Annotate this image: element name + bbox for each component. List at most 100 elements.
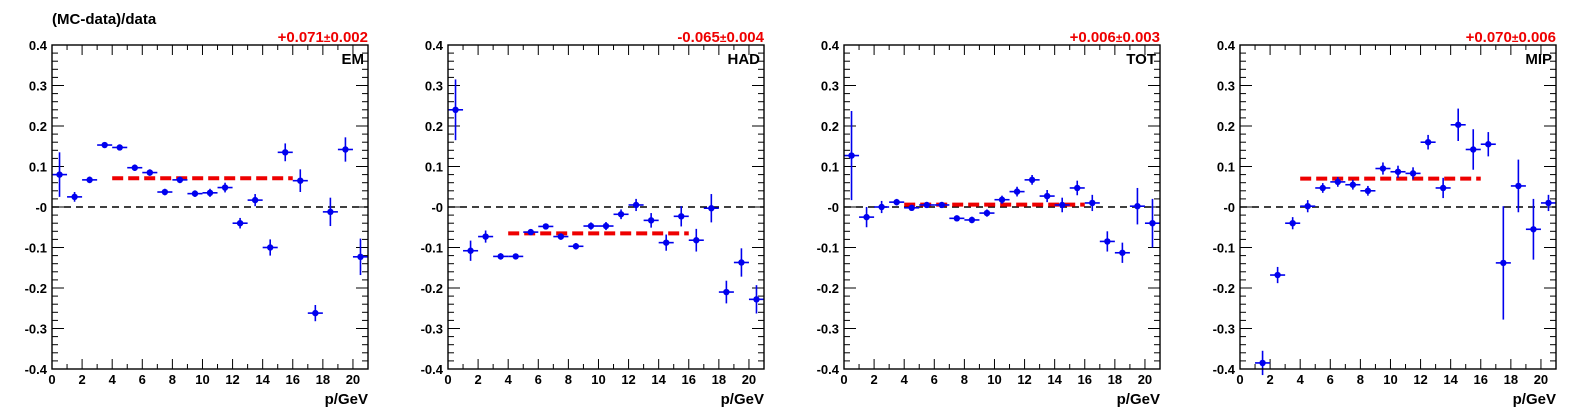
x-tick-label: 18	[1108, 372, 1122, 387]
x-tick-label: 12	[225, 372, 239, 387]
y-tick-label: -0.3	[817, 322, 839, 337]
x-axis-title: p/GeV	[1117, 391, 1160, 408]
x-tick-label: 10	[195, 372, 209, 387]
x-tick-label: 18	[316, 372, 330, 387]
data-point	[1349, 181, 1357, 188]
data-point	[587, 222, 595, 230]
data-point	[342, 146, 349, 153]
y-tick-label: 0.3	[425, 79, 443, 94]
data-point	[1530, 226, 1537, 233]
fit-error: 0.003	[1122, 29, 1160, 46]
x-axis-title: p/GeV	[1513, 391, 1556, 408]
x-tick-label: 2	[1266, 372, 1273, 387]
data-point	[1394, 168, 1402, 175]
data-point	[161, 188, 169, 196]
data-point	[968, 216, 976, 224]
data-point	[467, 247, 474, 254]
data-point	[1274, 271, 1281, 279]
x-tick-label: 18	[1504, 372, 1518, 387]
data-point	[56, 171, 63, 178]
data-point	[251, 196, 259, 204]
x-tick-label: 12	[1413, 372, 1427, 387]
data-point	[206, 189, 214, 197]
x-tick-label: 6	[535, 372, 542, 387]
data-point	[1515, 182, 1522, 190]
data-point	[1485, 141, 1492, 148]
data-point	[923, 201, 930, 209]
data-point	[1043, 192, 1051, 200]
data-point	[953, 215, 961, 222]
y-tick-label: -0.3	[421, 322, 443, 337]
data-point	[617, 211, 625, 218]
data-point	[693, 237, 700, 244]
data-point	[497, 253, 504, 260]
panel-tot: -0.4 -0.3 -0.2 -0.1 -0 0.1 0.2 0.3 0.4 0 2 4 6 8 10 12 1…	[817, 29, 1161, 408]
plot-frame	[843, 44, 1161, 370]
x-tick-label: 2	[870, 372, 877, 387]
fit-value: +0.070	[1466, 29, 1512, 46]
data-point	[662, 239, 670, 246]
y-tick-label: 0.2	[1217, 119, 1235, 134]
x-tick-label: 4	[109, 372, 117, 387]
y-tick-label: -0.1	[25, 241, 47, 256]
x-tick-label: 16	[1474, 372, 1488, 387]
y-tick-label: -0.3	[25, 322, 47, 337]
panel-label: MIP	[1525, 51, 1552, 68]
y-tick-label: -0.1	[817, 241, 839, 256]
data-point	[176, 176, 184, 184]
data-point	[1074, 184, 1081, 192]
data-point	[1104, 238, 1111, 245]
data-point	[848, 152, 855, 159]
y-tick-label: -0.1	[421, 241, 443, 256]
data-point	[647, 217, 655, 224]
y-tick-label: -0	[1223, 200, 1235, 215]
data-point	[327, 208, 334, 216]
data-point	[938, 201, 946, 209]
fit-value-label: +0.006±0.003	[1070, 29, 1160, 46]
data-point	[1289, 220, 1296, 227]
y-tick-label: -0.2	[817, 281, 839, 296]
data-point	[116, 144, 123, 151]
x-tick-label: 0	[48, 372, 55, 387]
x-tick-label: 6	[931, 372, 938, 387]
data-point	[678, 213, 685, 220]
x-tick-label: 18	[712, 372, 726, 387]
x-tick-label: 4	[505, 372, 513, 387]
plot-frame	[447, 44, 765, 370]
y-tick-label: 0.4	[29, 38, 48, 53]
data-point	[357, 253, 364, 261]
data-point	[542, 223, 550, 230]
panel-em: -0.4 -0.3 -0.2 -0.1 -0 0.1 0.2 0.3 0.4 0 2 4 6 8 10 12 1…	[25, 29, 369, 408]
y-tick-label: -0.2	[25, 281, 47, 296]
x-tick-label: 8	[565, 372, 572, 387]
x-tick-label: 10	[987, 372, 1001, 387]
data-point	[572, 243, 580, 250]
x-tick-label: 20	[742, 372, 756, 387]
data-point	[221, 184, 229, 191]
x-tick-label: 0	[1236, 372, 1243, 387]
plus-minus-symbol: ±	[720, 31, 727, 45]
data-point	[1319, 184, 1326, 192]
data-point	[1334, 178, 1342, 186]
x-tick-label: 16	[286, 372, 300, 387]
data-point	[191, 190, 199, 197]
data-point	[602, 222, 610, 230]
fit-value-label: +0.070±0.006	[1466, 29, 1556, 46]
y-tick-label: 0.1	[29, 160, 47, 175]
data-point	[1304, 202, 1311, 210]
y-tick-label: 0.2	[425, 119, 443, 134]
data-point	[998, 196, 1006, 203]
y-tick-label: 0.2	[29, 119, 47, 134]
x-tick-label: 10	[591, 372, 605, 387]
data-point	[1013, 188, 1021, 195]
y-tick-label: 0.4	[425, 38, 444, 53]
x-tick-label: 2	[474, 372, 481, 387]
y-tick-label: -0.3	[1213, 322, 1235, 337]
data-point	[1119, 249, 1126, 256]
data-point	[86, 176, 93, 184]
y-tick-label: 0.3	[1217, 79, 1235, 94]
plot-frame	[1239, 44, 1557, 370]
data-point	[908, 204, 915, 212]
y-tick-label: -0.2	[421, 281, 443, 296]
